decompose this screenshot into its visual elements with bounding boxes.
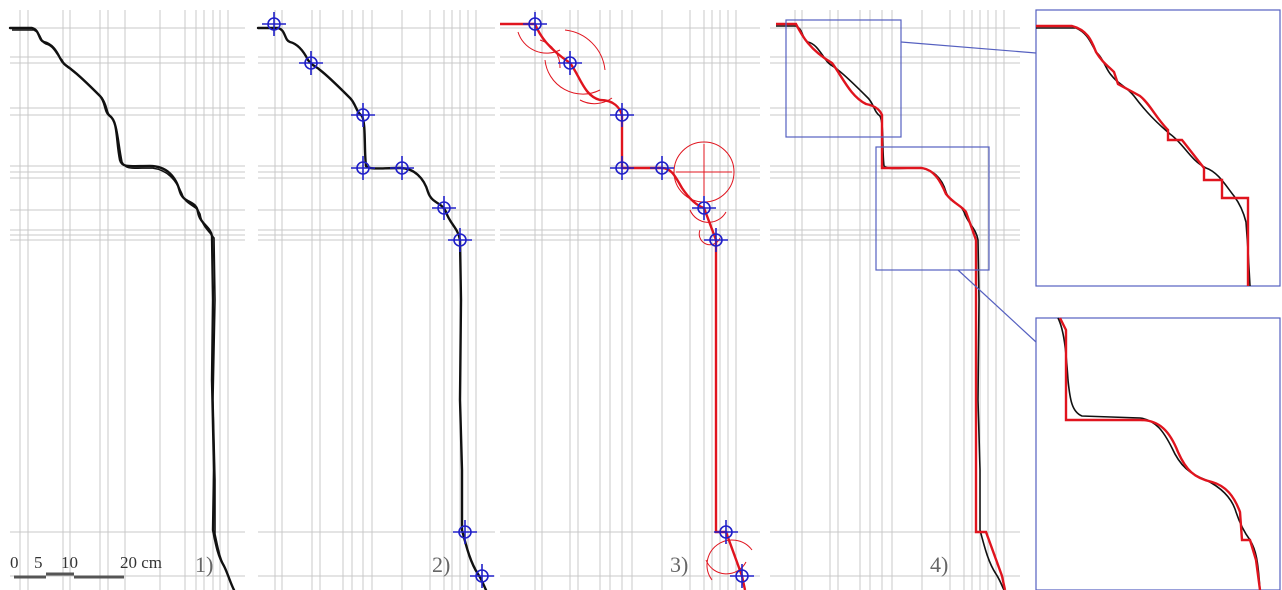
panel-3-label: 3) — [670, 552, 688, 577]
zoom-source-frame-top — [785, 19, 902, 138]
panel-3-marker — [692, 196, 716, 220]
panel-3: 3) — [500, 10, 760, 590]
scale-tick-0: 0 — [10, 553, 19, 572]
zoom-inset-bottom-fitted — [1058, 317, 1262, 590]
panel-2: 2) — [256, 10, 495, 590]
scale-bar: 0 5 10 20 cm — [10, 553, 162, 579]
panel-4-fitted-line — [776, 22, 1007, 590]
panel-2-marker — [299, 51, 323, 75]
panel-3-marker — [730, 564, 754, 588]
zoom-source-frame-bottom — [875, 146, 990, 271]
zoom-connector-top — [900, 41, 1037, 54]
panel-2-profile-line — [256, 26, 488, 590]
panel-4-profile-line — [776, 25, 1005, 590]
scale-tick-10: 10 — [61, 553, 78, 572]
panel-2-marker — [448, 228, 472, 252]
zoom-inset-bottom-frame — [1035, 317, 1281, 590]
zoom-inset-top — [1035, 9, 1281, 287]
panel-3-marker — [704, 228, 728, 252]
zoom-inset-top-frame — [1035, 9, 1281, 287]
panel-1-profile-line-2 — [12, 29, 227, 571]
panel-3-marker — [523, 12, 547, 36]
panel-2-marker — [351, 156, 375, 180]
panel-3-marker — [610, 156, 634, 180]
panel-4-grid — [770, 10, 1020, 590]
panel-2-marker — [351, 103, 375, 127]
zoom-inset-bottom — [1035, 317, 1281, 590]
panel-3-construction-arcs — [517, 29, 753, 581]
panel-1-grid — [10, 10, 245, 590]
panel-4-label: 4) — [930, 552, 948, 577]
zoom-inset-top-fitted — [1036, 24, 1250, 286]
zoom-inset-bottom-profile — [1057, 317, 1261, 590]
panel-2-markers — [262, 12, 494, 588]
panel-2-marker — [432, 196, 456, 220]
panel-4: 4) — [770, 10, 1037, 590]
panel-3-marker — [610, 103, 634, 127]
panel-3-marker — [650, 156, 674, 180]
panel-3-fitted-line — [500, 22, 747, 590]
panel-1: 1) — [8, 10, 245, 590]
zoom-connector-bottom — [957, 269, 1037, 343]
panel-3-markers — [523, 12, 754, 588]
panel-3-marker — [714, 520, 738, 544]
scale-tick-20cm: 20 cm — [120, 553, 162, 572]
panel-3-marker — [558, 51, 582, 75]
panel-2-marker — [470, 564, 494, 588]
panel-2-label: 2) — [432, 552, 450, 577]
panel-3-grid — [500, 10, 760, 590]
zoom-inset-top-profile — [1036, 27, 1251, 287]
panel-2-marker — [453, 520, 477, 544]
panel-1-profile-line — [8, 26, 236, 590]
panel-1-label: 1) — [195, 552, 213, 577]
panel-2-grid — [258, 10, 495, 590]
panel-2-marker — [262, 12, 286, 36]
panel-2-marker — [390, 156, 414, 180]
scale-tick-5: 5 — [34, 553, 43, 572]
